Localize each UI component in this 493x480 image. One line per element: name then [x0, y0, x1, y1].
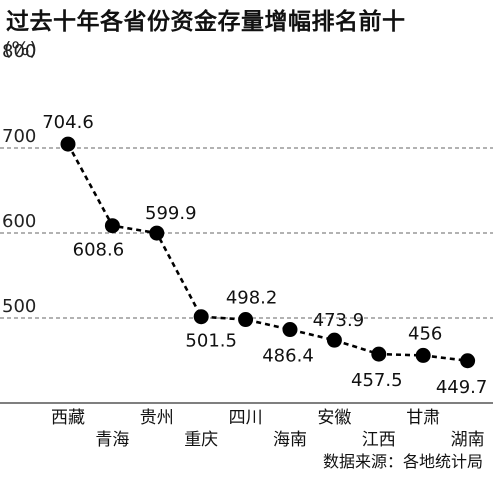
x-category-label-6: 海南 — [273, 430, 307, 450]
data-point-5 — [238, 312, 254, 328]
data-label-7: 473.9 — [313, 310, 365, 331]
series-line — [66, 143, 468, 363]
data-point-7 — [326, 332, 342, 348]
data-point-8 — [371, 346, 387, 362]
x-category-label-2: 青海 — [95, 430, 129, 450]
data-label-8: 457.5 — [351, 370, 403, 391]
chart-title: 过去十年各省份资金存量增幅排名前十 — [6, 9, 406, 35]
x-category-label-1: 西藏 — [51, 408, 85, 428]
x-category-label-7: 安徽 — [317, 408, 351, 428]
data-label-4: 501.5 — [185, 331, 237, 352]
data-point-4 — [193, 309, 209, 325]
x-category-label-3: 贵州 — [140, 408, 174, 428]
data-label-9: 456 — [408, 323, 442, 344]
data-point-6 — [282, 322, 298, 338]
x-category-label-5: 四川 — [229, 408, 263, 428]
data-point-3 — [149, 225, 165, 241]
x-category-label-9: 甘肃 — [406, 408, 440, 428]
y-tick-label-600: 600 — [2, 211, 36, 232]
x-category-label-8: 江西 — [362, 430, 396, 450]
data-label-5: 498.2 — [226, 288, 278, 309]
data-label-3: 599.9 — [145, 203, 197, 224]
x-category-label-4: 重庆 — [184, 430, 218, 450]
data-label-10: 449.7 — [436, 377, 488, 398]
data-label-6: 486.4 — [262, 346, 314, 367]
data-label-2: 608.6 — [73, 240, 125, 261]
data-label-1: 704.6 — [42, 112, 94, 133]
y-tick-label-500: 500 — [2, 296, 36, 317]
data-point-1 — [60, 136, 76, 152]
source-note: 数据来源：各地统计局 — [322, 452, 483, 471]
y-tick-label-800: 800 — [2, 41, 36, 62]
y-axis-unit: (%) — [4, 38, 37, 60]
x-category-label-10: 湖南 — [451, 430, 485, 450]
data-point-9 — [415, 347, 431, 363]
y-tick-label-700: 700 — [2, 126, 36, 147]
data-point-2 — [104, 218, 120, 234]
data-point-10 — [460, 353, 476, 369]
